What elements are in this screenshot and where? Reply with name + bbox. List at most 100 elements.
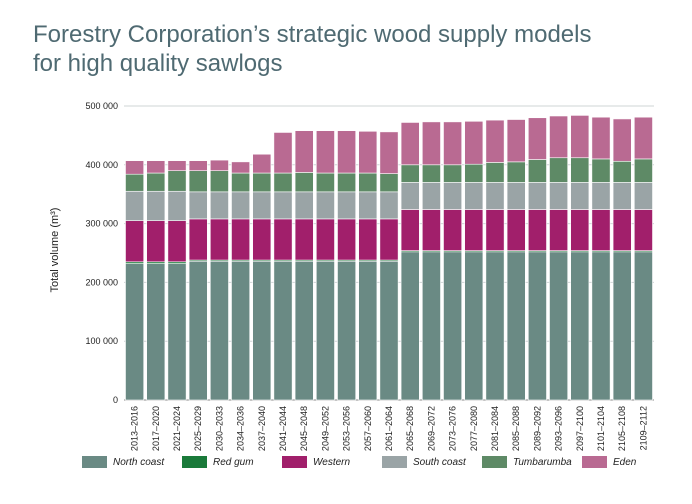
bar-segment-western <box>485 209 505 251</box>
y-axis-title: Total volume (m³) <box>49 208 61 293</box>
bar-segment-north-coast <box>421 251 441 401</box>
bar-segment-tumbarumba <box>464 163 484 183</box>
legend-label: Red gum <box>213 456 254 468</box>
bar-segment-tumbarumba <box>315 172 335 193</box>
bar-segment-tumbarumba <box>443 164 463 183</box>
bar-segment-eden <box>294 130 314 173</box>
x-tick-label: 2089–2092 <box>532 406 542 451</box>
bar-segment-eden <box>591 116 611 160</box>
x-tick-label: 2013–2016 <box>130 406 140 451</box>
bar-segment-western <box>294 218 314 261</box>
x-tick-label: 2049–2052 <box>320 406 330 451</box>
x-tick-label: 2081–2084 <box>490 406 500 451</box>
bar-segment-south-coast <box>294 191 314 220</box>
legend: North coast Red gum Western South coast Tumb… <box>82 456 682 474</box>
chart-title-line-1: Forestry Corporation’s strategic wood su… <box>33 21 592 48</box>
legend-item: Tumbarumba <box>482 456 572 468</box>
x-tick-label: 2053–2056 <box>342 406 352 451</box>
bar-segment-eden <box>167 160 187 171</box>
bar-segment-eden <box>527 117 547 160</box>
x-tick-label: 2085–2088 <box>511 406 521 451</box>
bar-segment-tumbarumba <box>570 157 590 183</box>
bar-segment-south-coast <box>443 182 463 210</box>
legend-label: South coast <box>413 456 466 468</box>
bar-segment-western <box>570 209 590 251</box>
bar-segment-western <box>400 209 420 251</box>
bar-segment-north-coast <box>464 251 484 401</box>
bar-segment-western <box>612 209 632 251</box>
bar-segment-western <box>527 209 547 251</box>
bar-segment-south-coast <box>252 191 272 220</box>
bar-segment-western <box>464 209 484 251</box>
bar-segment-western <box>125 220 145 263</box>
bar-segment-eden <box>379 131 399 174</box>
bar-segment-western <box>549 209 569 251</box>
bar-segment-eden <box>570 115 590 159</box>
legend-label: Tumbarumba <box>513 456 572 468</box>
y-tick-label: 0 <box>113 395 118 405</box>
bar-segment-south-coast <box>337 191 357 220</box>
bar-segment-eden <box>633 116 653 160</box>
bar-segment-north-coast <box>231 260 251 401</box>
bar-segment-south-coast <box>464 182 484 210</box>
x-tick-label: 2097–2100 <box>575 406 585 451</box>
bar-segment-western <box>209 218 229 261</box>
x-tick-label: 2045–2048 <box>299 406 309 451</box>
y-tick-label: 500 000 <box>85 101 118 111</box>
bar-segment-western <box>337 218 357 261</box>
x-tick-label: 2101–2104 <box>596 406 606 451</box>
bar-segment-north-coast <box>570 251 590 401</box>
bar-segment-eden <box>209 159 229 171</box>
bar-segment-eden <box>358 130 378 174</box>
bar-segment-north-coast <box>612 251 632 401</box>
bar-segment-tumbarumba <box>485 162 505 183</box>
bar-segment-tumbarumba <box>294 172 314 193</box>
bar-segment-south-coast <box>167 190 187 221</box>
bars <box>125 115 653 401</box>
bar-segment-western <box>231 218 251 261</box>
bar-segment-western <box>167 220 187 263</box>
bar-segment-eden <box>315 130 335 174</box>
legend-swatch <box>282 456 307 468</box>
bar-segment-western <box>379 218 399 261</box>
bar-segment-south-coast <box>125 190 145 221</box>
bar-segment-south-coast <box>549 182 569 210</box>
bar-segment-north-coast <box>358 260 378 401</box>
bar-segment-tumbarumba <box>506 161 526 183</box>
x-tick-label: 2025–2029 <box>193 406 203 451</box>
chart-title: Forestry Corporation’s strategic wood su… <box>33 20 591 78</box>
bar-segment-south-coast <box>421 182 441 210</box>
bar-segment-north-coast <box>273 260 293 401</box>
bar-segment-eden <box>464 120 484 165</box>
bar-segment-western <box>146 220 166 263</box>
bar-segment-north-coast <box>633 251 653 401</box>
legend-item: North coast <box>82 456 164 468</box>
bar-segment-eden <box>125 160 145 175</box>
legend-item: Eden <box>582 456 636 468</box>
bar-segment-north-coast <box>315 260 335 401</box>
x-tick-label: 2065–2068 <box>405 406 415 451</box>
bar-segment-eden <box>188 160 208 171</box>
bar-segment-north-coast <box>443 251 463 401</box>
bar-segment-western <box>273 218 293 261</box>
y-tick-label: 100 000 <box>85 336 118 346</box>
bar-segment-north-coast <box>591 251 611 401</box>
bar-segment-eden <box>506 119 526 163</box>
bar-segment-north-coast <box>146 263 166 401</box>
bar-segment-south-coast <box>379 191 399 220</box>
bar-segment-tumbarumba <box>358 172 378 193</box>
bar-segment-tumbarumba <box>591 158 611 183</box>
x-tick-label: 2077–2080 <box>469 406 479 451</box>
bar-segment-south-coast <box>231 191 251 220</box>
legend-label: Eden <box>613 456 637 468</box>
bar-segment-tumbarumba <box>146 172 166 192</box>
bar-segment-eden <box>400 122 420 166</box>
bar-segment-north-coast <box>188 260 208 401</box>
bar-segment-north-coast <box>400 251 420 401</box>
legend-swatch <box>582 456 607 468</box>
y-tick-label: 200 000 <box>85 277 118 287</box>
x-tick-label: 2069–2072 <box>426 406 436 451</box>
bar-segment-tumbarumba <box>231 172 251 193</box>
x-tick-label: 2021–2024 <box>172 406 182 451</box>
